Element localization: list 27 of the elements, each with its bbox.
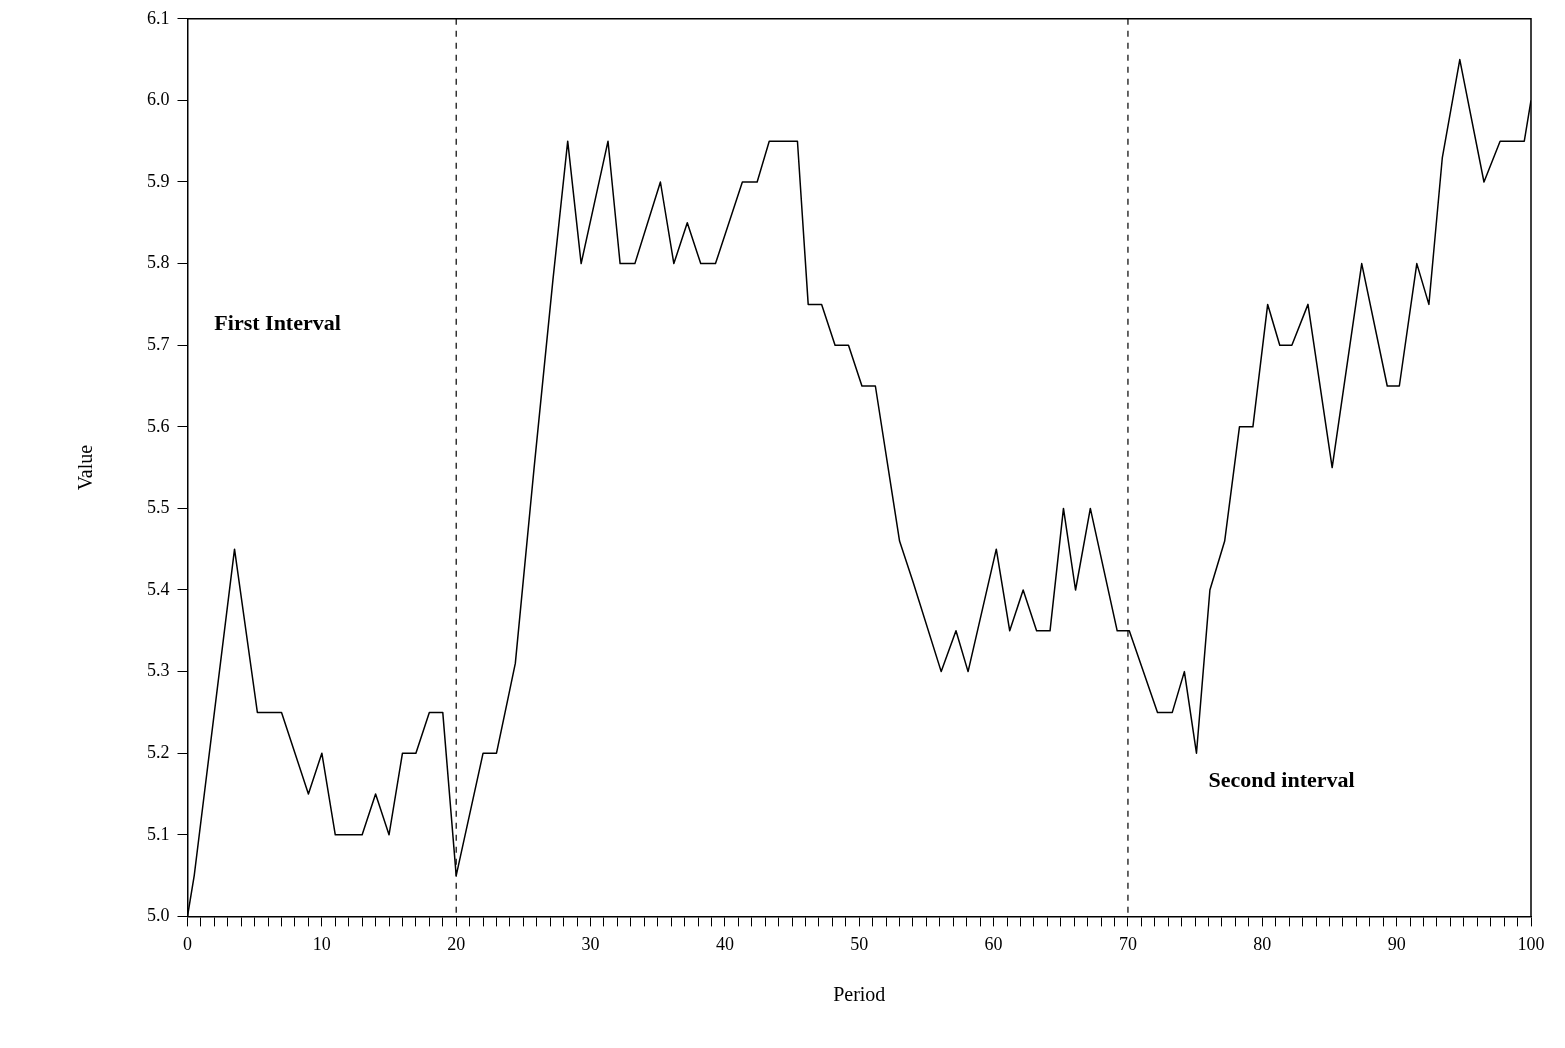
x-tick-label: 20 (447, 933, 466, 954)
y-tick-label: 5.8 (147, 252, 170, 273)
y-tick-label: 5.2 (147, 741, 170, 762)
annotation: First Interval (214, 309, 341, 335)
x-tick-label: 80 (1253, 933, 1272, 954)
y-tick-label: 6.0 (147, 89, 170, 110)
x-tick-label: 100 (1517, 933, 1545, 954)
y-tick-label: 5.5 (147, 497, 170, 518)
x-axis-title: Period (833, 983, 886, 1006)
x-tick-label: 40 (715, 933, 734, 954)
x-tick-label: 10 (312, 933, 331, 954)
y-axis-title: Value (74, 444, 97, 491)
y-tick-label: 5.6 (147, 415, 170, 436)
x-tick-label: 0 (183, 933, 192, 954)
annotation: Second interval (1208, 767, 1355, 793)
x-tick-label: 30 (581, 933, 600, 954)
y-tick-label: 6.1 (147, 7, 170, 28)
y-tick-label: 5.1 (147, 823, 170, 844)
x-tick-label: 50 (850, 933, 869, 954)
y-tick-label: 5.4 (147, 578, 170, 599)
y-tick-label: 5.9 (147, 170, 170, 191)
y-tick-label: 5.3 (147, 660, 170, 681)
y-tick-label: 5.7 (147, 333, 170, 354)
x-tick-label: 90 (1387, 933, 1406, 954)
x-tick-label: 70 (1118, 933, 1137, 954)
x-tick-label: 60 (984, 933, 1003, 954)
y-tick-label: 5.0 (147, 905, 170, 926)
